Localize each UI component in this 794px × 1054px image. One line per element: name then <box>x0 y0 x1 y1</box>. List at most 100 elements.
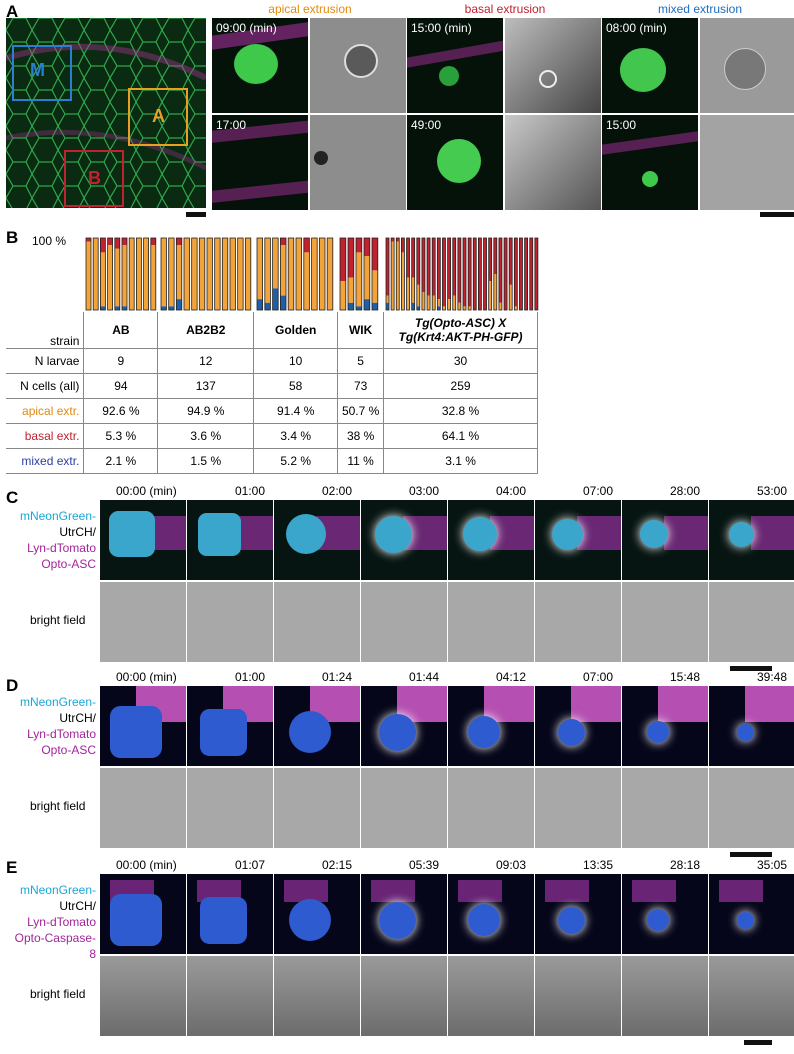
bar-basal <box>534 238 538 310</box>
channel-label-line: Opto-ASC <box>41 743 96 757</box>
cell: 3.1 % <box>383 447 538 474</box>
bar-mixed <box>100 306 106 310</box>
bar-basal <box>280 238 286 246</box>
bar-outline <box>191 237 198 311</box>
channel-label-line: mNeonGreen- <box>19 509 96 523</box>
bar-basal <box>340 238 346 282</box>
bar-basal <box>442 238 446 307</box>
channel-label-line: mNeonGreen- <box>19 883 96 897</box>
bar-mixed <box>264 302 271 310</box>
brightfield-frame <box>187 582 273 662</box>
bar-apical <box>416 284 420 307</box>
brightfield-frame <box>361 768 447 848</box>
bar-basal <box>432 238 436 296</box>
bar-outline <box>100 237 106 311</box>
bar-outline <box>160 237 167 311</box>
bar-apical <box>214 238 221 310</box>
bar-apical <box>498 302 502 310</box>
bar-outline <box>214 237 221 311</box>
fluorescence-frame <box>274 874 360 954</box>
brightfield-frame <box>535 768 621 848</box>
bar-outline <box>529 237 534 311</box>
mixed-bf-2 <box>700 115 794 210</box>
time-label: 01:00 <box>235 484 266 498</box>
bar-outline <box>371 237 379 311</box>
bar-apical <box>303 252 310 310</box>
bar-basal <box>463 238 466 307</box>
time-label: 28:00 <box>670 484 701 498</box>
bar-outline <box>229 237 236 311</box>
bar-apical <box>386 295 389 303</box>
bar-outline <box>339 237 347 311</box>
table-row: mixed extr. 2.1 % 1.5 % 5.2 % 11 % 3.1 % <box>6 447 538 474</box>
brightfield-frame <box>535 956 621 1036</box>
channel-label: mNeonGreen- UtrCH/Lyn-dTomato Opto-ASC <box>10 508 96 572</box>
basal-bf-2 <box>505 115 601 210</box>
bar-apical <box>437 299 441 307</box>
bar-apical <box>406 277 410 310</box>
fluorescence-frame <box>448 686 534 766</box>
fluorescence-frame <box>622 874 708 954</box>
timestamp: 09:00 (min) <box>216 21 277 35</box>
bar-outline <box>363 237 371 311</box>
timestamp: 17:00 <box>216 118 247 132</box>
bar-apical <box>86 241 91 310</box>
bar-outline <box>519 237 523 311</box>
mixed-fluor-1: 08:00 (min) <box>602 18 698 113</box>
bar-outline <box>503 237 508 311</box>
channel-label-line: Opto-ASC <box>41 557 96 571</box>
cell: 1.5 % <box>157 447 255 474</box>
channel-label-line: mNeonGreen- <box>19 695 96 709</box>
timestamp: 49:00 <box>411 118 442 132</box>
brightfield-frame <box>361 956 447 1036</box>
bar-basal <box>524 238 528 310</box>
header-ab: AB <box>83 312 159 349</box>
time-label: 09:03 <box>496 858 527 872</box>
channel-label: mNeonGreen- UtrCH/Lyn-dTomato Opto-Caspase… <box>10 882 96 962</box>
fluorescence-frame <box>187 874 273 954</box>
time-label: 53:00 <box>757 484 788 498</box>
row-label-apical: apical extr. <box>6 397 85 424</box>
bar-mixed <box>280 295 286 310</box>
apical-fluor-1: 09:00 (min) <box>212 18 308 113</box>
time-label: 02:15 <box>322 858 353 872</box>
bar-mixed <box>161 306 167 310</box>
bar-outline <box>406 237 410 311</box>
cell: 64.1 % <box>383 422 538 449</box>
roi-label-b: B <box>88 168 101 188</box>
bar-mixed <box>348 302 354 310</box>
time-label: 07:00 <box>583 670 614 684</box>
bar-basal <box>416 238 420 285</box>
cell: 73 <box>337 372 385 399</box>
strain-table: strain AB AB2B2 Golden WIK Tg(Opto-ASC) … <box>6 312 538 474</box>
bar-outline <box>457 237 462 311</box>
table-row: apical extr. 92.6 % 94.9 % 91.4 % 50.7 %… <box>6 397 538 424</box>
bar-outline <box>318 237 326 311</box>
bar-outline <box>85 237 92 311</box>
bar-apical <box>257 238 263 300</box>
cell: 38 % <box>337 422 385 449</box>
bar-basal <box>473 238 477 310</box>
bar-apical <box>447 299 451 310</box>
table-row: basal extr. 5.3 % 3.6 % 3.4 % 38 % 64.1 … <box>6 422 538 449</box>
channel-label-line: UtrCH/ <box>59 899 96 913</box>
roi-label-m: M <box>30 60 45 80</box>
bar-apical <box>421 292 425 310</box>
bar-apical <box>237 238 244 310</box>
brightfield-frame <box>100 956 186 1036</box>
bar-apical <box>199 238 205 310</box>
bar-outline <box>206 237 213 311</box>
bar-outline <box>426 237 431 311</box>
channel-label-line: UtrCH/ <box>59 711 96 725</box>
bar-apical <box>93 238 99 310</box>
y-axis-100: 100 % <box>32 234 67 248</box>
bar-outline <box>150 237 157 311</box>
bar-outline <box>411 237 416 311</box>
time-label: 39:48 <box>757 670 788 684</box>
bar-outline <box>462 237 467 311</box>
brightfield-frame <box>622 956 708 1036</box>
bar-outline <box>452 237 457 311</box>
timestamp: 15:00 <box>606 118 637 132</box>
bar-outline <box>287 237 295 311</box>
bar-apical <box>176 245 182 300</box>
